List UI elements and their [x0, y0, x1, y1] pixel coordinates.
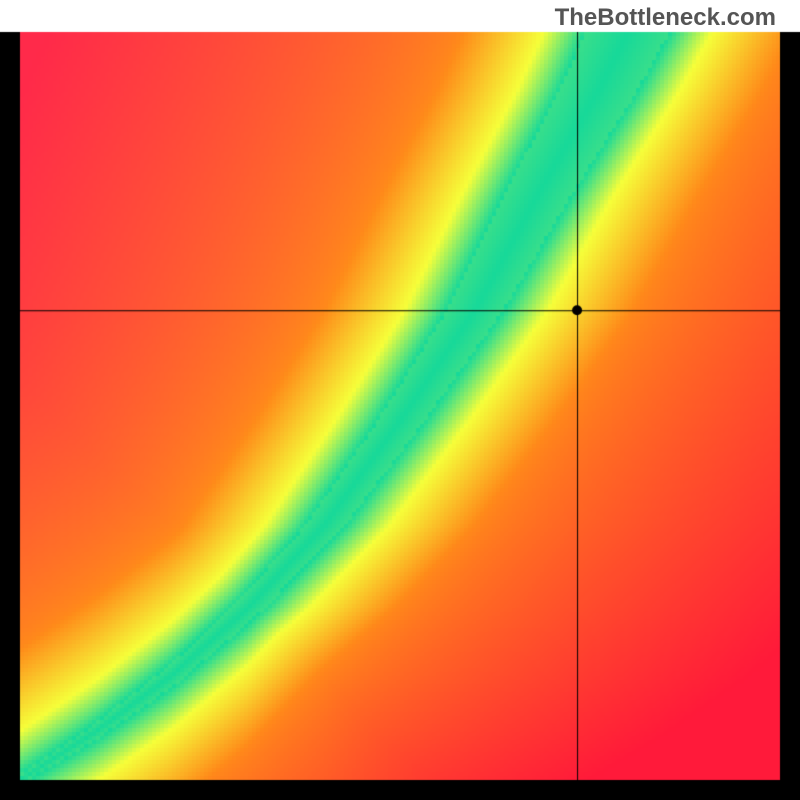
chart-container: TheBottleneck.com [0, 0, 800, 800]
watermark-label: TheBottleneck.com [555, 4, 776, 32]
bottleneck-heatmap [0, 0, 800, 800]
